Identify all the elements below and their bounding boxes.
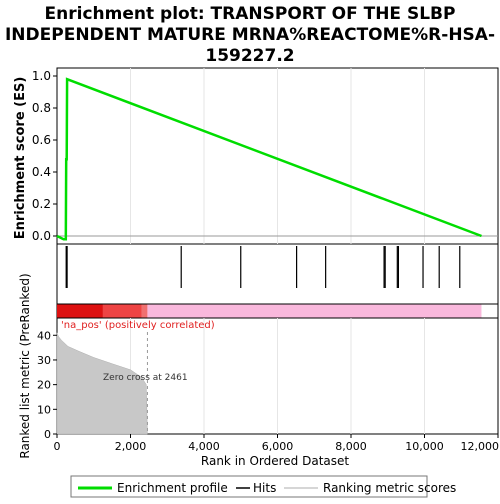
metric-y-tick-label: 30: [37, 354, 51, 367]
title-line-1: Enrichment plot: TRANSPORT OF THE SLBP: [45, 4, 456, 24]
es-y-axis-label: Enrichment score (ES): [13, 77, 28, 240]
x-tick-label: 0: [54, 440, 61, 453]
legend-metric-label: Ranking metric scores: [323, 481, 456, 495]
heatmap-segment: [147, 304, 482, 318]
metric-y-axis-label: Ranked list metric (PreRanked): [18, 273, 32, 458]
heatmap-segment: [102, 304, 142, 318]
heatmap-correlation-label: 'na_pos' (positively correlated): [61, 320, 215, 331]
hits-lines: [65, 246, 461, 288]
metric-gridlines: [130, 318, 425, 434]
x-axis-label: Rank in Ordered Dataset: [201, 454, 349, 468]
x-tick-label: 10,000: [405, 440, 444, 453]
title-line-3: 159227.2: [205, 46, 294, 66]
metric-y-tick-label: 0: [44, 428, 51, 441]
ranking-metric-area: [56, 332, 148, 435]
title-line-2: INDEPENDENT MATURE MRNA%REACTOME%R-HSA-: [5, 25, 495, 45]
es-y-tick-label: 0.8: [32, 101, 51, 115]
heatmap-segment: [57, 304, 103, 318]
x-tick-label: 4,000: [188, 440, 220, 453]
metric-y-tick-label: 10: [37, 403, 51, 416]
legend-box: [70, 475, 428, 498]
enrichment-profile-line: [56, 77, 482, 241]
es-y-tick-label: 1.0: [32, 69, 51, 83]
x-tick-label: 8,000: [335, 440, 367, 453]
legend-enrichment-label: Enrichment profile: [117, 481, 228, 495]
es-y-tick-label: 0.4: [32, 165, 51, 179]
metric-y-tick-label: 20: [37, 379, 51, 392]
heatmap-segment: [141, 304, 148, 318]
chart-title: Enrichment plot: TRANSPORT OF THE SLBP I…: [5, 4, 495, 66]
zero-cross-label: Zero cross at 2461: [103, 373, 188, 383]
metric-y-axis: 0 10 20 30 40: [37, 329, 57, 441]
es-y-tick-label: 0.0: [32, 229, 51, 243]
x-tick-label: 6,000: [262, 440, 294, 453]
es-y-tick-label: 0.6: [32, 133, 51, 147]
x-axis: 0 2,000 4,000 6,000 8,000 10,000 12,000: [54, 434, 500, 453]
es-y-axis: 0.0 0.2 0.4 0.6 0.8 1.0: [32, 69, 57, 243]
x-tick-label: 2,000: [115, 440, 147, 453]
metric-y-tick-label: 40: [37, 329, 51, 342]
legend: Enrichment profile Hits Ranking metric s…: [70, 475, 456, 498]
x-tick-label: 12,000: [461, 440, 500, 453]
es-y-tick-label: 0.2: [32, 197, 51, 211]
ranking-heatmap: [57, 304, 482, 318]
legend-hits-label: Hits: [253, 481, 276, 495]
